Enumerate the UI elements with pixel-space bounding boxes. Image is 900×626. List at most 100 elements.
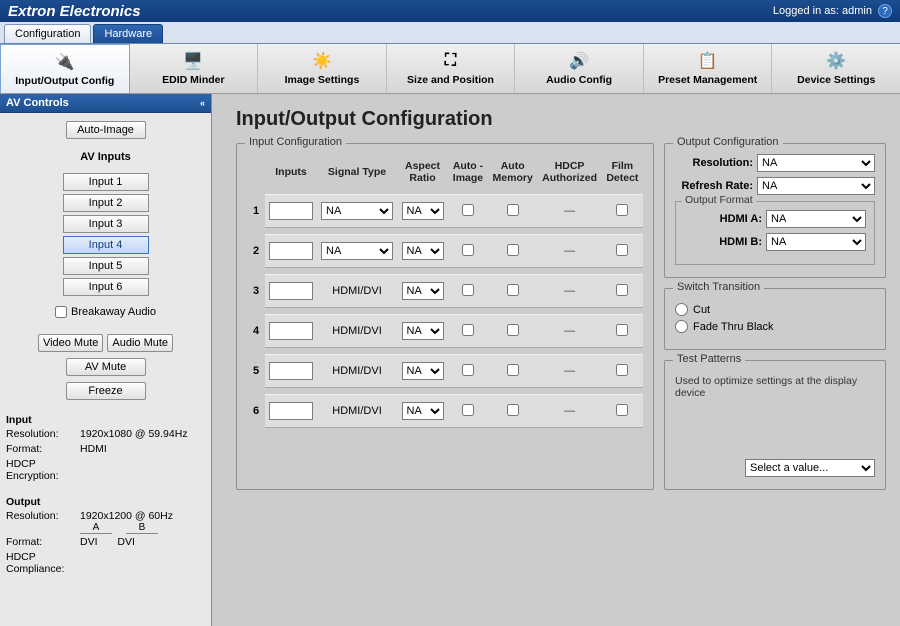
content: Input/Output Configuration Input Configu… bbox=[212, 94, 900, 626]
input-name-field[interactable] bbox=[269, 202, 313, 220]
auto-memory-checkbox[interactable] bbox=[507, 364, 519, 376]
audio-mute-button[interactable]: Audio Mute bbox=[107, 334, 173, 352]
input-button-3[interactable]: Input 3 bbox=[63, 215, 149, 233]
help-icon[interactable]: ? bbox=[878, 4, 892, 18]
film-detect-checkbox[interactable] bbox=[616, 404, 628, 416]
radio-cut-label: Cut bbox=[693, 304, 710, 316]
hdmi-a-select[interactable]: NA bbox=[766, 210, 866, 228]
table-row: 5HDMI/DVINA— bbox=[247, 354, 643, 388]
auto-image-checkbox[interactable] bbox=[462, 364, 474, 376]
auto-memory-checkbox[interactable] bbox=[507, 404, 519, 416]
col-automem: Auto Memory bbox=[488, 160, 538, 188]
input-button-6[interactable]: Input 6 bbox=[63, 278, 149, 296]
breakaway-checkbox[interactable] bbox=[55, 306, 67, 318]
col-aspect: Aspect Ratio bbox=[397, 160, 448, 188]
sidebar: AV Controls « Auto-Image AV Inputs Input… bbox=[0, 94, 212, 626]
out-res-select[interactable]: NA bbox=[757, 154, 875, 172]
tab-hardware[interactable]: Hardware bbox=[93, 24, 163, 43]
tool-audio[interactable]: 🔊 Audio Config bbox=[515, 44, 644, 93]
film-detect-checkbox[interactable] bbox=[616, 364, 628, 376]
input-name-field[interactable] bbox=[269, 282, 313, 300]
input-config-panel: Input Configuration Inputs Signal Type A… bbox=[236, 143, 654, 490]
out-res-value: 1920x1200 @ 60Hz bbox=[80, 510, 205, 522]
table-row: 2NANA— bbox=[247, 234, 643, 268]
auto-image-checkbox[interactable] bbox=[462, 204, 474, 216]
tool-preset[interactable]: 📋 Preset Management bbox=[644, 44, 773, 93]
hdcp-cell: — bbox=[564, 325, 575, 337]
col-signal: Signal Type bbox=[317, 160, 397, 188]
film-detect-checkbox[interactable] bbox=[616, 324, 628, 336]
film-detect-checkbox[interactable] bbox=[616, 204, 628, 216]
in-fmt-label: Format: bbox=[6, 443, 80, 455]
col-hdcp: HDCP Authorized bbox=[537, 160, 601, 188]
collapse-icon[interactable]: « bbox=[200, 98, 205, 108]
auto-image-checkbox[interactable] bbox=[462, 244, 474, 256]
switch-legend: Switch Transition bbox=[673, 281, 764, 293]
film-detect-checkbox[interactable] bbox=[616, 284, 628, 296]
table-row: 3HDMI/DVINA— bbox=[247, 274, 643, 308]
toolbar: 🔌 Input/Output Config 🖥️ EDID Minder ☀️ … bbox=[0, 44, 900, 94]
av-inputs-title: AV Inputs bbox=[80, 151, 131, 163]
in-fmt-value: HDMI bbox=[80, 443, 205, 455]
hdcp-cell: — bbox=[564, 205, 575, 217]
freeze-button[interactable]: Freeze bbox=[66, 382, 146, 400]
auto-image-button[interactable]: Auto-Image bbox=[66, 121, 146, 139]
auto-image-checkbox[interactable] bbox=[462, 324, 474, 336]
aspect-select[interactable]: NA bbox=[402, 362, 444, 380]
aspect-select[interactable]: NA bbox=[402, 322, 444, 340]
aspect-select[interactable]: NA bbox=[402, 202, 444, 220]
out-refresh-select[interactable]: NA bbox=[757, 177, 875, 195]
input-name-field[interactable] bbox=[269, 402, 313, 420]
input-name-field[interactable] bbox=[269, 362, 313, 380]
input-name-field[interactable] bbox=[269, 242, 313, 260]
col-inputs: Inputs bbox=[265, 160, 317, 188]
input-button-2[interactable]: Input 2 bbox=[63, 194, 149, 212]
out-fmt-b: DVI bbox=[117, 536, 135, 548]
auto-memory-checkbox[interactable] bbox=[507, 324, 519, 336]
input-info-header: Input bbox=[6, 414, 205, 426]
row-num: 5 bbox=[247, 354, 265, 388]
sidebar-body: Auto-Image AV Inputs Input 1 Input 2 Inp… bbox=[0, 113, 211, 581]
col-film: Film Detect bbox=[602, 160, 643, 188]
input-button-1[interactable]: Input 1 bbox=[63, 173, 149, 191]
tool-label: Audio Config bbox=[546, 74, 612, 86]
video-mute-button[interactable]: Video Mute bbox=[38, 334, 103, 352]
radio-fade[interactable] bbox=[675, 320, 688, 333]
auto-memory-checkbox[interactable] bbox=[507, 204, 519, 216]
signal-type-select[interactable]: NA bbox=[321, 202, 393, 220]
sidebar-header[interactable]: AV Controls « bbox=[0, 94, 211, 113]
row-num: 4 bbox=[247, 314, 265, 348]
radio-cut[interactable] bbox=[675, 303, 688, 316]
tool-device[interactable]: ⚙️ Device Settings bbox=[772, 44, 900, 93]
row-num: 3 bbox=[247, 274, 265, 308]
film-detect-checkbox[interactable] bbox=[616, 244, 628, 256]
tab-configuration[interactable]: Configuration bbox=[4, 24, 91, 43]
hdcp-cell: — bbox=[564, 365, 575, 377]
signal-type-select[interactable]: NA bbox=[321, 242, 393, 260]
tool-image[interactable]: ☀️ Image Settings bbox=[258, 44, 387, 93]
auto-memory-checkbox[interactable] bbox=[507, 284, 519, 296]
hdmi-b-select[interactable]: NA bbox=[766, 233, 866, 251]
auto-memory-checkbox[interactable] bbox=[507, 244, 519, 256]
in-res-label: Resolution: bbox=[6, 428, 80, 440]
aspect-select[interactable]: NA bbox=[402, 242, 444, 260]
input-button-5[interactable]: Input 5 bbox=[63, 257, 149, 275]
sun-icon: ☀️ bbox=[311, 51, 333, 71]
auto-image-checkbox[interactable] bbox=[462, 284, 474, 296]
tool-size[interactable]: ⛶ Size and Position bbox=[387, 44, 516, 93]
input-name-field[interactable] bbox=[269, 322, 313, 340]
input-config-table: Inputs Signal Type Aspect Ratio Auto - I… bbox=[247, 154, 643, 434]
tool-label: Device Settings bbox=[797, 74, 875, 86]
test-legend: Test Patterns bbox=[673, 353, 745, 365]
out-res-label: Resolution: bbox=[6, 510, 80, 522]
av-mute-button[interactable]: AV Mute bbox=[66, 358, 146, 376]
aspect-select[interactable]: NA bbox=[402, 282, 444, 300]
test-pattern-select[interactable]: Select a value... bbox=[745, 459, 875, 477]
aspect-select[interactable]: NA bbox=[402, 402, 444, 420]
signal-type-text: HDMI/DVI bbox=[332, 285, 382, 297]
auto-image-checkbox[interactable] bbox=[462, 404, 474, 416]
tool-edid[interactable]: 🖥️ EDID Minder bbox=[130, 44, 259, 93]
input-button-4[interactable]: Input 4 bbox=[63, 236, 149, 254]
hdmi-b-label: HDMI B: bbox=[684, 236, 762, 248]
tool-io-config[interactable]: 🔌 Input/Output Config bbox=[0, 44, 130, 93]
